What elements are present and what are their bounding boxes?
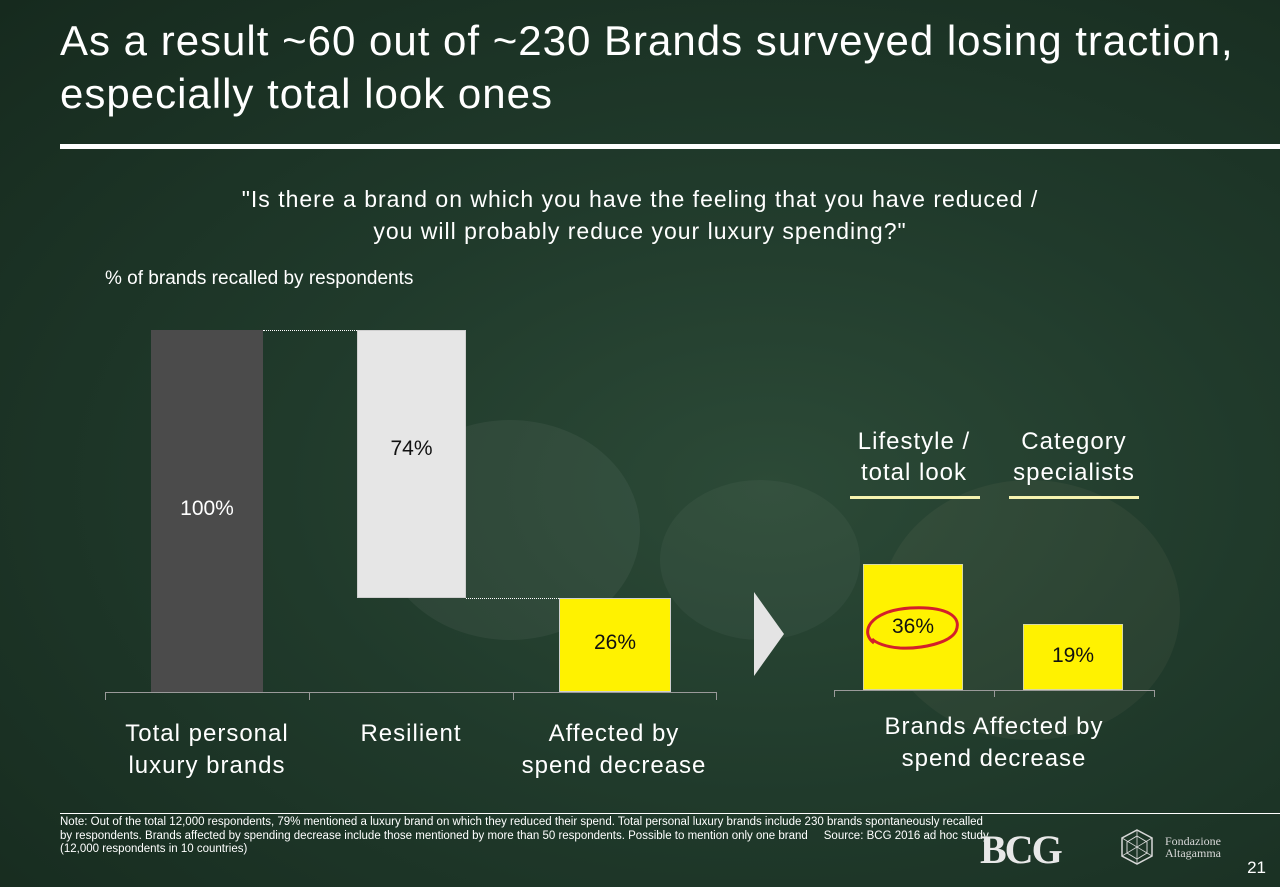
bar-total-personal-luxury-brands: [151, 330, 263, 692]
category-label: Brands Affected by spend decrease: [834, 711, 1154, 775]
category-label-line: luxury brands: [128, 752, 286, 779]
fondazione-logo-line-2: Altagamma: [1165, 846, 1221, 860]
bar-resilient: [357, 330, 466, 598]
axis-tick: [716, 692, 717, 700]
value-label: 19%: [1051, 644, 1095, 667]
survey-question-line-2: you will probably reduce your luxury spe…: [373, 218, 907, 244]
group-header-underline: [850, 496, 980, 499]
category-label: Affected by spend decrease: [510, 718, 718, 782]
value-label: 100%: [180, 497, 234, 520]
axis-tick: [513, 692, 514, 700]
category-label-line: spend decrease: [901, 745, 1087, 772]
bar-affected-by-spend-decrease: [559, 597, 671, 692]
page-title: As a result ~60 out of ~230 Brands surve…: [60, 17, 1234, 117]
footnote-source: Source: BCG 2016 ad hoc study (12,000 re…: [60, 829, 989, 856]
survey-question-line-1: "Is there a brand on which you have the …: [241, 186, 1039, 212]
bcg-logo: BCG: [980, 827, 1063, 872]
value-label: 36%: [891, 615, 935, 638]
group-header: Lifestyle / total look: [844, 426, 984, 488]
group-header-underline: [1009, 496, 1139, 499]
category-label-line: Affected by: [548, 720, 680, 747]
axis-tick: [105, 692, 106, 700]
axis-tick: [1154, 690, 1155, 697]
axis-tick: [994, 690, 995, 697]
chevron-right-icon: [754, 592, 784, 676]
unit-label: % of brands recalled by respondents: [105, 268, 414, 289]
category-label-line: Brands Affected by: [884, 713, 1104, 740]
footnote: Note: Out of the total 12,000 respondent…: [60, 816, 990, 857]
fondazione-logo-line-1: Fondazione: [1165, 834, 1221, 848]
category-label-line: spend decrease: [521, 752, 707, 779]
highlight-circle: [866, 606, 959, 650]
connector-line: [466, 597, 559, 599]
category-label: Total personal luxury brands: [105, 718, 309, 782]
page-number: 21: [1247, 858, 1266, 877]
footnote-note: Note: Out of the total 12,000 respondent…: [60, 816, 983, 842]
group-header-line: total look: [860, 459, 968, 486]
category-label: Resilient: [309, 718, 513, 750]
group-header: Category specialists: [998, 426, 1150, 488]
group-header-line: specialists: [1013, 459, 1135, 486]
footnote-divider: [60, 813, 1280, 814]
value-label: 26%: [593, 630, 637, 654]
x-axis: [105, 692, 717, 693]
group-header-line: Category: [1021, 428, 1127, 455]
bar-category-specialists: [1023, 623, 1123, 690]
axis-tick: [309, 692, 310, 700]
axis-tick: [834, 690, 835, 697]
category-label-line: Resilient: [360, 720, 462, 747]
bar-lifestyle-total-look: [863, 564, 963, 690]
group-header-line: Lifestyle /: [857, 428, 971, 455]
category-label-line: Total personal: [125, 720, 289, 747]
value-label: 74%: [390, 436, 433, 460]
title-divider: [60, 144, 1280, 149]
connector-line: [263, 330, 357, 331]
fondazione-altagamma-icon: [1121, 829, 1153, 865]
